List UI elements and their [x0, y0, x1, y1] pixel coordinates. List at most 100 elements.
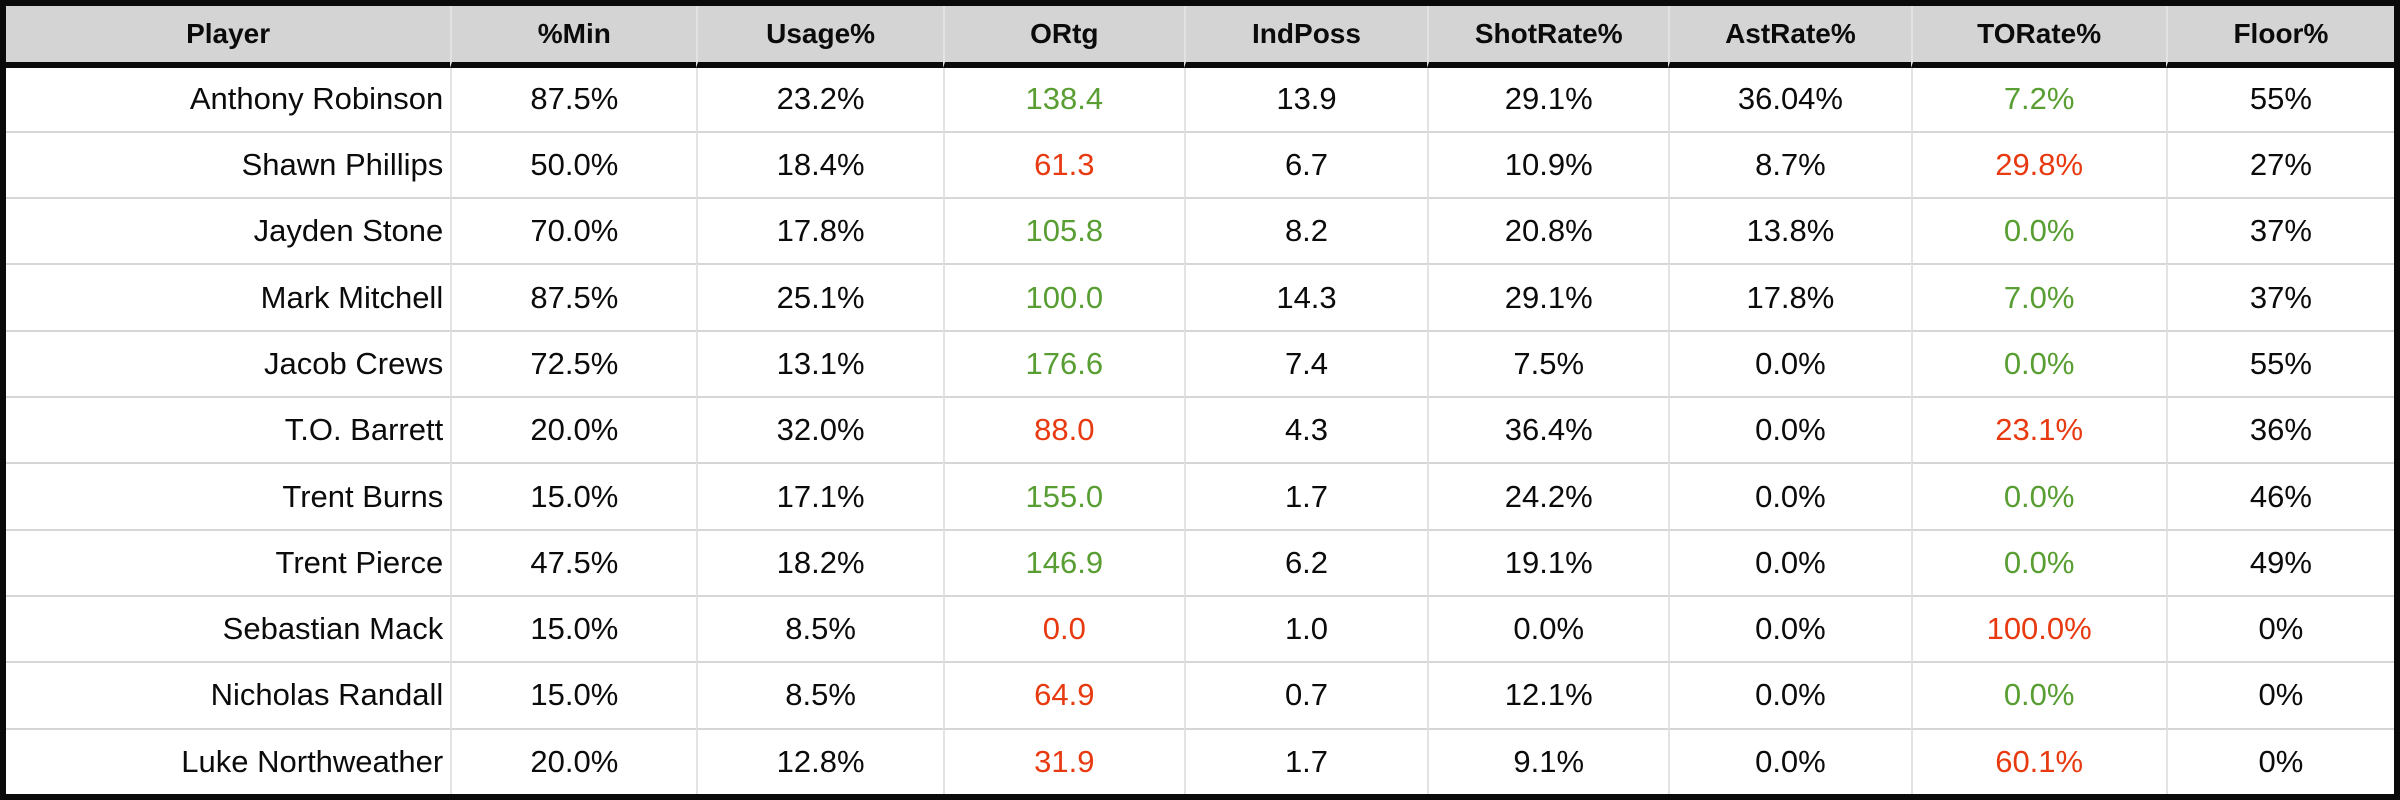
- cell-min: 20.0%: [450, 727, 697, 794]
- cell-min: 15.0%: [450, 462, 697, 529]
- cell-astrate: 0.0%: [1668, 396, 1911, 463]
- cell-shotrate: 10.9%: [1427, 130, 1669, 198]
- cell-torate: 0.0%: [1910, 661, 2166, 728]
- cell-ortg: 176.6: [942, 329, 1184, 397]
- cell-usage: 32.0%: [696, 396, 943, 463]
- cell-min: 15.0%: [450, 595, 697, 662]
- cell-floor: 46%: [2165, 462, 2394, 529]
- cell-shotrate: 29.1%: [1427, 68, 1669, 131]
- cell-torate: 0.0%: [1910, 329, 2166, 397]
- cell-indposs: 4.3: [1183, 396, 1428, 463]
- cell-astrate: 0.0%: [1668, 661, 1911, 728]
- cell-player: Mark Mitchell: [6, 263, 451, 330]
- cell-floor: 55%: [2165, 329, 2394, 397]
- cell-torate: 100.0%: [1910, 595, 2166, 662]
- cell-ortg: 64.9: [942, 661, 1184, 728]
- cell-ortg: 155.0: [942, 462, 1184, 529]
- cell-min: 87.5%: [450, 263, 697, 330]
- cell-usage: 18.2%: [696, 528, 943, 595]
- cell-torate: 23.1%: [1910, 396, 2166, 463]
- column-header-usage: Usage%: [696, 6, 943, 68]
- header-row: Player %Min Usage% ORtg IndPoss ShotRate% AstR…: [6, 6, 2394, 68]
- table-row: T.O. Barrett 20.0% 32.0% 88.0 4.3 36.4% 0.0% 23…: [6, 396, 2394, 463]
- cell-floor: 0%: [2165, 727, 2394, 794]
- table-row: Shawn Phillips 50.0% 18.4% 61.3 6.7 10.9% 8.7%…: [6, 130, 2394, 198]
- cell-indposs: 13.9: [1183, 68, 1428, 131]
- cell-player: Anthony Robinson: [6, 68, 451, 131]
- cell-usage: 17.1%: [696, 462, 943, 529]
- cell-indposs: 0.7: [1183, 661, 1428, 728]
- cell-player: Shawn Phillips: [6, 130, 451, 198]
- cell-floor: 0%: [2165, 595, 2394, 662]
- cell-torate: 0.0%: [1910, 462, 2166, 529]
- cell-torate: 7.0%: [1910, 263, 2166, 330]
- table-row: Nicholas Randall 15.0% 8.5% 64.9 0.7 12.1% 0.0…: [6, 661, 2394, 728]
- cell-usage: 17.8%: [696, 197, 943, 264]
- cell-usage: 25.1%: [696, 263, 943, 330]
- cell-usage: 13.1%: [696, 329, 943, 397]
- column-header-shotrate: ShotRate%: [1427, 6, 1669, 68]
- cell-astrate: 0.0%: [1668, 595, 1911, 662]
- cell-ortg: 146.9: [942, 528, 1184, 595]
- cell-astrate: 0.0%: [1668, 727, 1911, 794]
- cell-player: T.O. Barrett: [6, 396, 451, 463]
- cell-torate: 0.0%: [1910, 197, 2166, 264]
- column-header-indposs: IndPoss: [1183, 6, 1428, 68]
- cell-player: Luke Northweather: [6, 727, 451, 794]
- table-row: Mark Mitchell 87.5% 25.1% 100.0 14.3 29.1% 17.…: [6, 263, 2394, 330]
- table-row: Sebastian Mack 15.0% 8.5% 0.0 1.0 0.0% 0.0% 100…: [6, 595, 2394, 662]
- table-row: Luke Northweather 20.0% 12.8% 31.9 1.7 9.1% 0.…: [6, 727, 2394, 794]
- cell-ortg: 31.9: [942, 727, 1184, 794]
- cell-floor: 27%: [2165, 130, 2394, 198]
- cell-ortg: 0.0: [942, 595, 1184, 662]
- cell-player: Sebastian Mack: [6, 595, 451, 662]
- cell-floor: 37%: [2165, 263, 2394, 330]
- cell-player: Nicholas Randall: [6, 661, 451, 728]
- cell-astrate: 0.0%: [1668, 462, 1911, 529]
- cell-player: Trent Pierce: [6, 528, 451, 595]
- cell-shotrate: 29.1%: [1427, 263, 1669, 330]
- table-row: Jayden Stone 70.0% 17.8% 105.8 8.2 20.8% 13.8%…: [6, 197, 2394, 264]
- cell-shotrate: 19.1%: [1427, 528, 1669, 595]
- cell-shotrate: 20.8%: [1427, 197, 1669, 264]
- cell-indposs: 1.7: [1183, 462, 1428, 529]
- cell-indposs: 1.0: [1183, 595, 1428, 662]
- cell-min: 70.0%: [450, 197, 697, 264]
- cell-torate: 7.2%: [1910, 68, 2166, 131]
- cell-shotrate: 7.5%: [1427, 329, 1669, 397]
- cell-usage: 8.5%: [696, 595, 943, 662]
- cell-ortg: 100.0: [942, 263, 1184, 330]
- cell-floor: 49%: [2165, 528, 2394, 595]
- cell-shotrate: 0.0%: [1427, 595, 1669, 662]
- cell-torate: 60.1%: [1910, 727, 2166, 794]
- table-row: Anthony Robinson 87.5% 23.2% 138.4 13.9 29.1%…: [6, 68, 2394, 131]
- cell-astrate: 8.7%: [1668, 130, 1911, 198]
- cell-ortg: 88.0: [942, 396, 1184, 463]
- cell-indposs: 1.7: [1183, 727, 1428, 794]
- cell-ortg: 61.3: [942, 130, 1184, 198]
- cell-usage: 8.5%: [696, 661, 943, 728]
- cell-min: 20.0%: [450, 396, 697, 463]
- cell-shotrate: 12.1%: [1427, 661, 1669, 728]
- cell-astrate: 36.04%: [1668, 68, 1911, 131]
- cell-player: Jacob Crews: [6, 329, 451, 397]
- cell-usage: 23.2%: [696, 68, 943, 131]
- cell-astrate: 0.0%: [1668, 528, 1911, 595]
- column-header-torate: TORate%: [1910, 6, 2166, 68]
- cell-min: 87.5%: [450, 68, 697, 131]
- cell-player: Trent Burns: [6, 462, 451, 529]
- cell-ortg: 138.4: [942, 68, 1184, 131]
- cell-astrate: 0.0%: [1668, 329, 1911, 397]
- cell-astrate: 13.8%: [1668, 197, 1911, 264]
- cell-torate: 0.0%: [1910, 528, 2166, 595]
- cell-ortg: 105.8: [942, 197, 1184, 264]
- table-row: Trent Pierce 47.5% 18.2% 146.9 6.2 19.1% 0.0% 0…: [6, 528, 2394, 595]
- cell-indposs: 14.3: [1183, 263, 1428, 330]
- cell-indposs: 7.4: [1183, 329, 1428, 397]
- cell-usage: 18.4%: [696, 130, 943, 198]
- cell-shotrate: 24.2%: [1427, 462, 1669, 529]
- table-row: Trent Burns 15.0% 17.1% 155.0 1.7 24.2% 0.0% 0.…: [6, 462, 2394, 529]
- table-row: Jacob Crews 72.5% 13.1% 176.6 7.4 7.5% 0.0% 0.0…: [6, 329, 2394, 397]
